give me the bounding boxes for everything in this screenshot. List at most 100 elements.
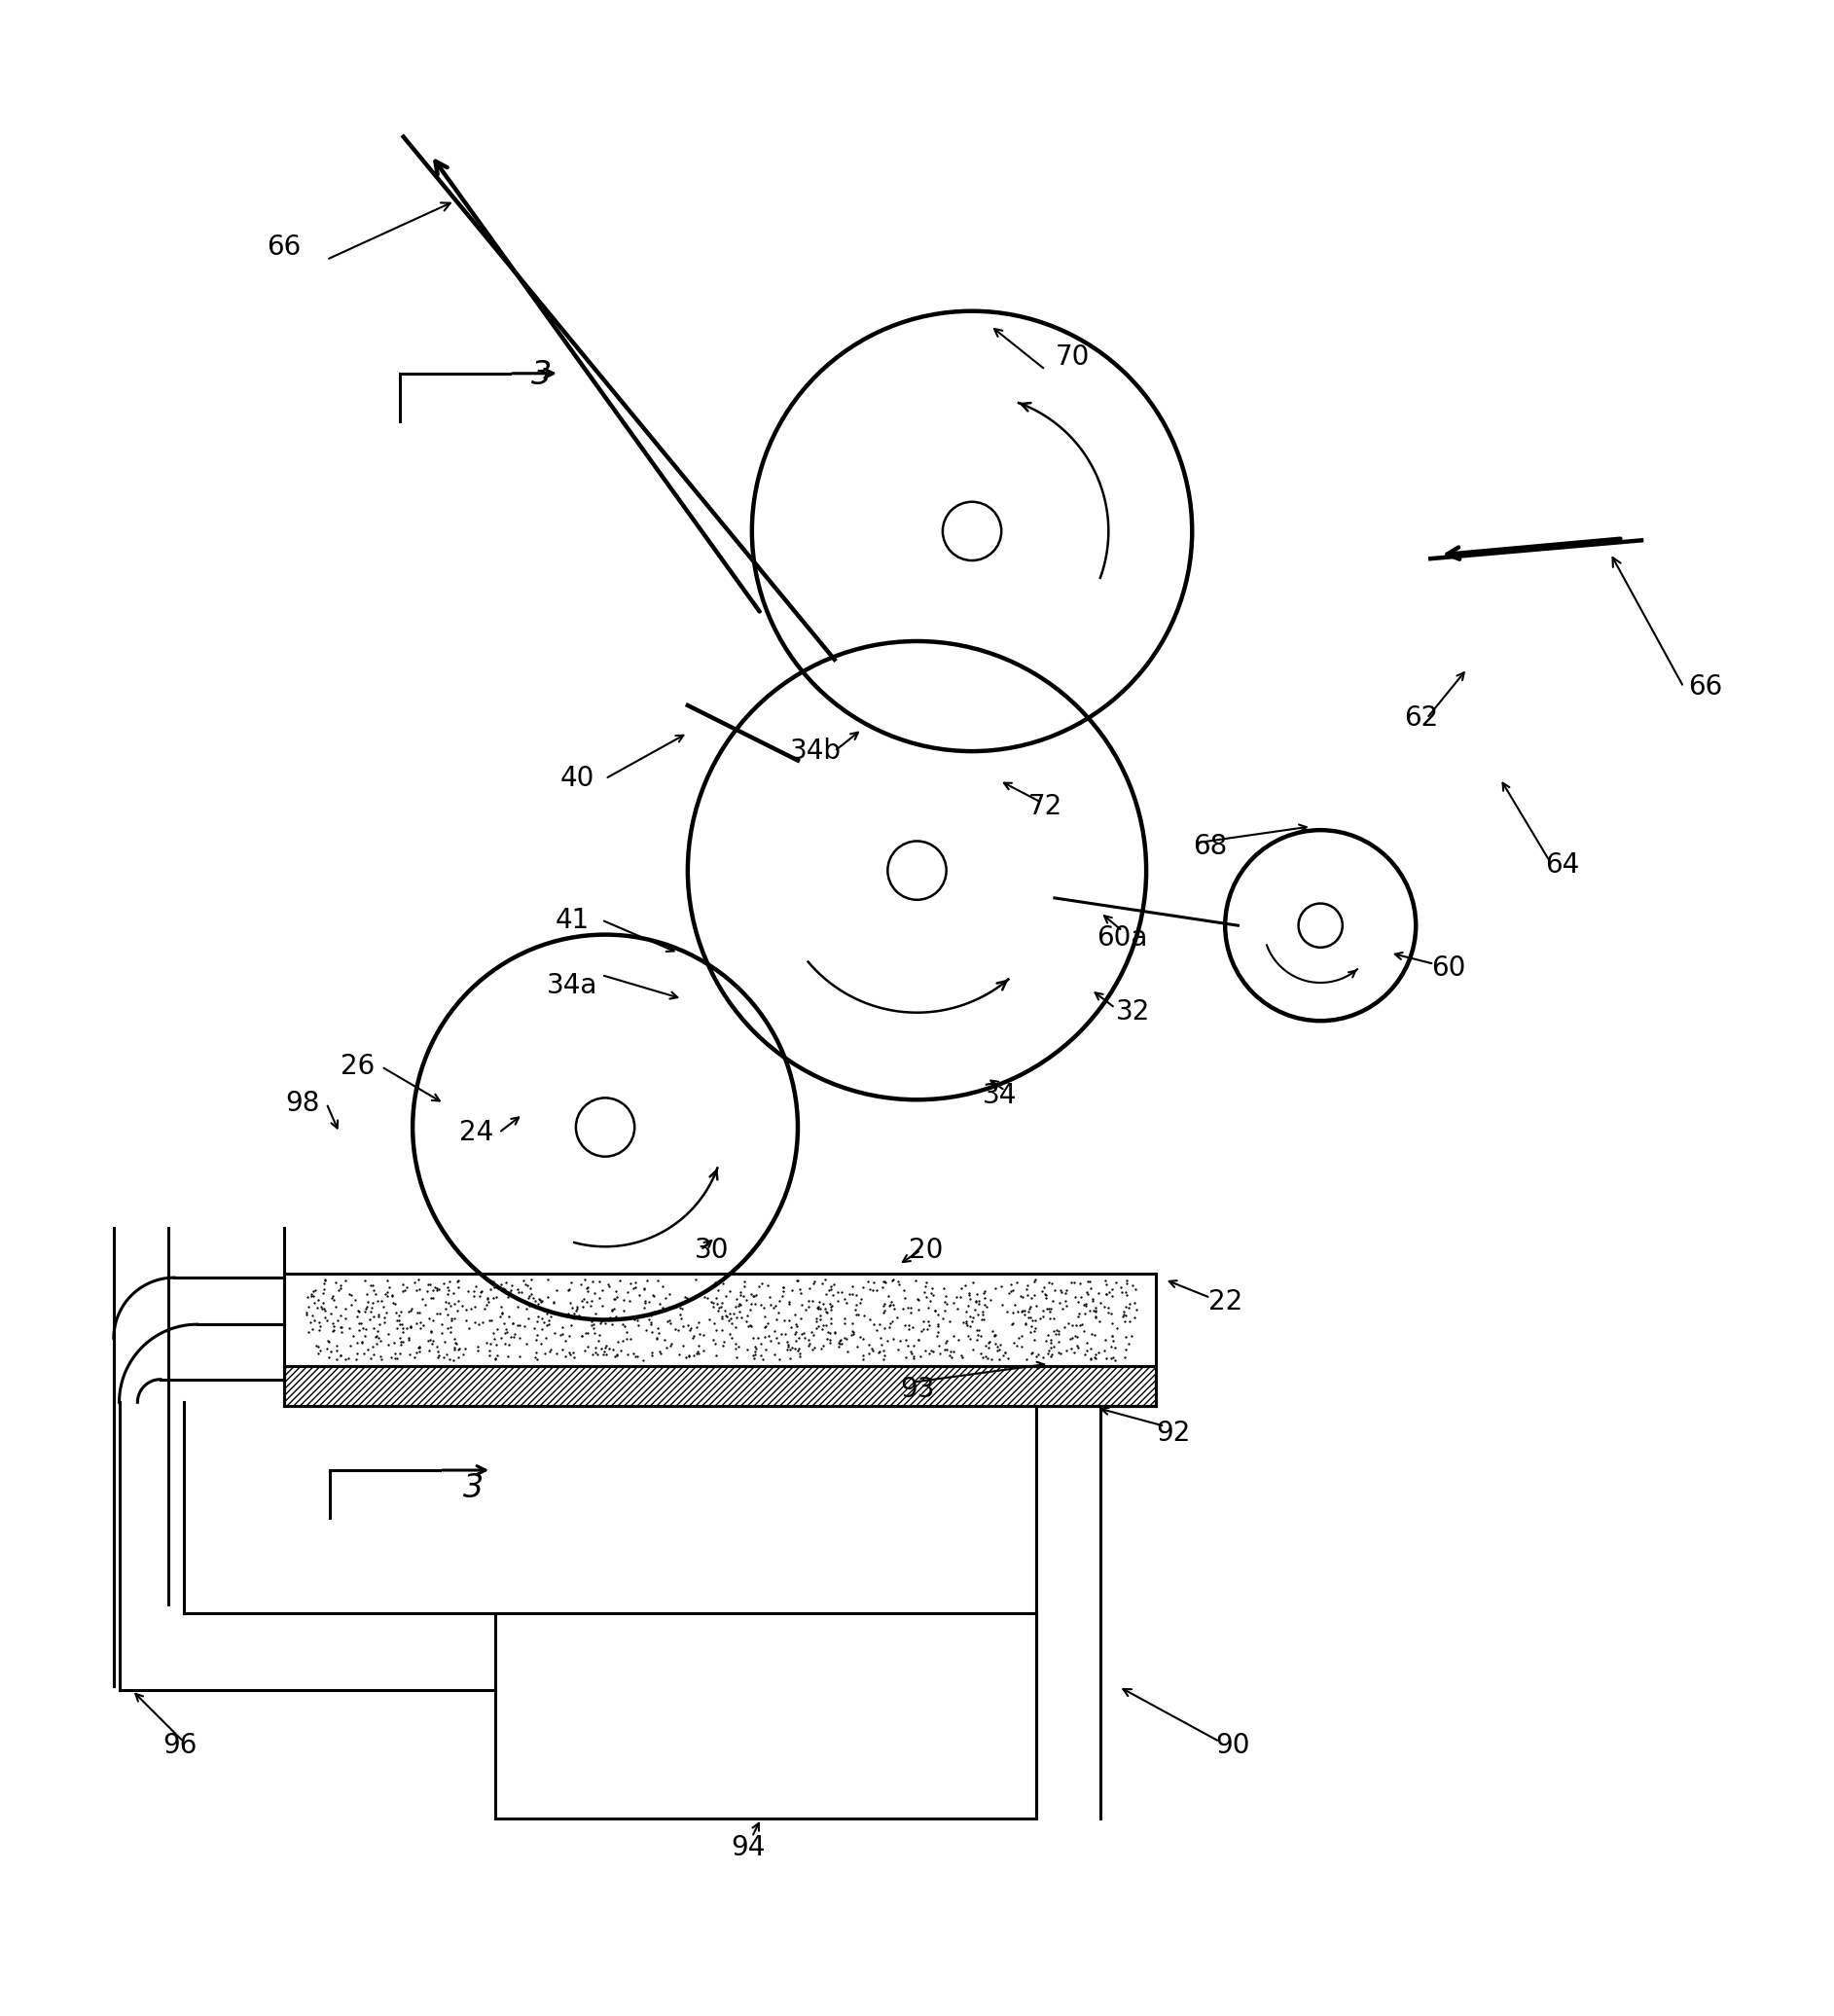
Point [429, 1341, 458, 1373]
Point [356, 1302, 385, 1335]
Point [519, 1282, 548, 1314]
Point [580, 1316, 609, 1349]
Point [671, 1280, 701, 1312]
Point [899, 1331, 928, 1363]
Point [603, 1339, 633, 1371]
Point [1069, 1296, 1099, 1329]
Point [785, 1337, 814, 1369]
Point [790, 1322, 820, 1355]
Point [536, 1335, 565, 1367]
Point [332, 1302, 361, 1335]
Point [514, 1282, 543, 1314]
Point [932, 1288, 961, 1320]
Point [730, 1270, 759, 1302]
Point [385, 1308, 414, 1341]
Point [998, 1296, 1027, 1329]
Point [414, 1325, 444, 1357]
Point [945, 1322, 974, 1355]
Point [359, 1312, 389, 1345]
Point [1012, 1268, 1042, 1300]
Point [899, 1343, 928, 1375]
Point [323, 1343, 352, 1375]
Point [424, 1339, 453, 1371]
Point [295, 1306, 325, 1339]
Point [369, 1290, 398, 1322]
Point [514, 1280, 543, 1312]
Point [1001, 1266, 1031, 1298]
Point [1084, 1337, 1113, 1369]
Point [326, 1339, 356, 1371]
Point [613, 1339, 642, 1371]
Point [981, 1329, 1011, 1361]
Point [570, 1316, 600, 1349]
Point [396, 1310, 425, 1343]
Point [1064, 1331, 1093, 1363]
Point [444, 1284, 473, 1316]
Point [943, 1280, 972, 1312]
Point [712, 1300, 741, 1333]
Point [1011, 1298, 1040, 1331]
Point [838, 1314, 867, 1347]
Point [396, 1310, 425, 1343]
Point [721, 1329, 750, 1361]
Point [823, 1331, 853, 1363]
Point [752, 1333, 781, 1365]
Point [389, 1276, 418, 1308]
Point [1121, 1272, 1150, 1304]
Point [893, 1312, 923, 1345]
Point [891, 1308, 921, 1341]
Point [1027, 1274, 1056, 1306]
Point [532, 1298, 561, 1331]
Point [702, 1339, 732, 1371]
Point [908, 1312, 937, 1345]
Point [402, 1337, 431, 1369]
Point [911, 1266, 941, 1298]
Point [297, 1280, 326, 1312]
Point [845, 1286, 875, 1318]
Point [968, 1341, 998, 1373]
Point [372, 1280, 402, 1312]
Point [303, 1331, 332, 1363]
Point [701, 1329, 730, 1361]
Point [633, 1264, 662, 1296]
Point [963, 1314, 992, 1347]
Point [739, 1331, 768, 1363]
Text: 64: 64 [1546, 851, 1579, 879]
Point [741, 1339, 770, 1371]
Point [523, 1304, 552, 1337]
Point [642, 1264, 671, 1296]
Point [952, 1306, 981, 1339]
Point [965, 1288, 994, 1320]
Point [356, 1270, 385, 1302]
Point [638, 1280, 668, 1312]
Point [787, 1318, 816, 1351]
Point [647, 1270, 677, 1302]
Point [721, 1333, 750, 1365]
Point [308, 1286, 337, 1318]
Point [490, 1308, 519, 1341]
Point [374, 1318, 403, 1351]
Point [556, 1339, 585, 1371]
Point [935, 1304, 965, 1337]
Point [1075, 1266, 1104, 1298]
Point [798, 1268, 827, 1300]
Point [622, 1304, 651, 1337]
Point [427, 1316, 457, 1349]
Point [361, 1320, 391, 1353]
Point [523, 1343, 552, 1375]
Point [361, 1329, 391, 1361]
Point [365, 1308, 394, 1341]
Point [477, 1304, 506, 1337]
Point [332, 1343, 361, 1375]
Point [554, 1274, 583, 1306]
Point [783, 1264, 812, 1296]
Point [510, 1264, 539, 1296]
Point [831, 1286, 860, 1318]
Point [422, 1272, 451, 1304]
Point [548, 1333, 578, 1365]
Point [1031, 1325, 1060, 1357]
Point [675, 1314, 704, 1347]
Point [1077, 1333, 1106, 1365]
Point [915, 1335, 945, 1367]
Point [862, 1314, 891, 1347]
